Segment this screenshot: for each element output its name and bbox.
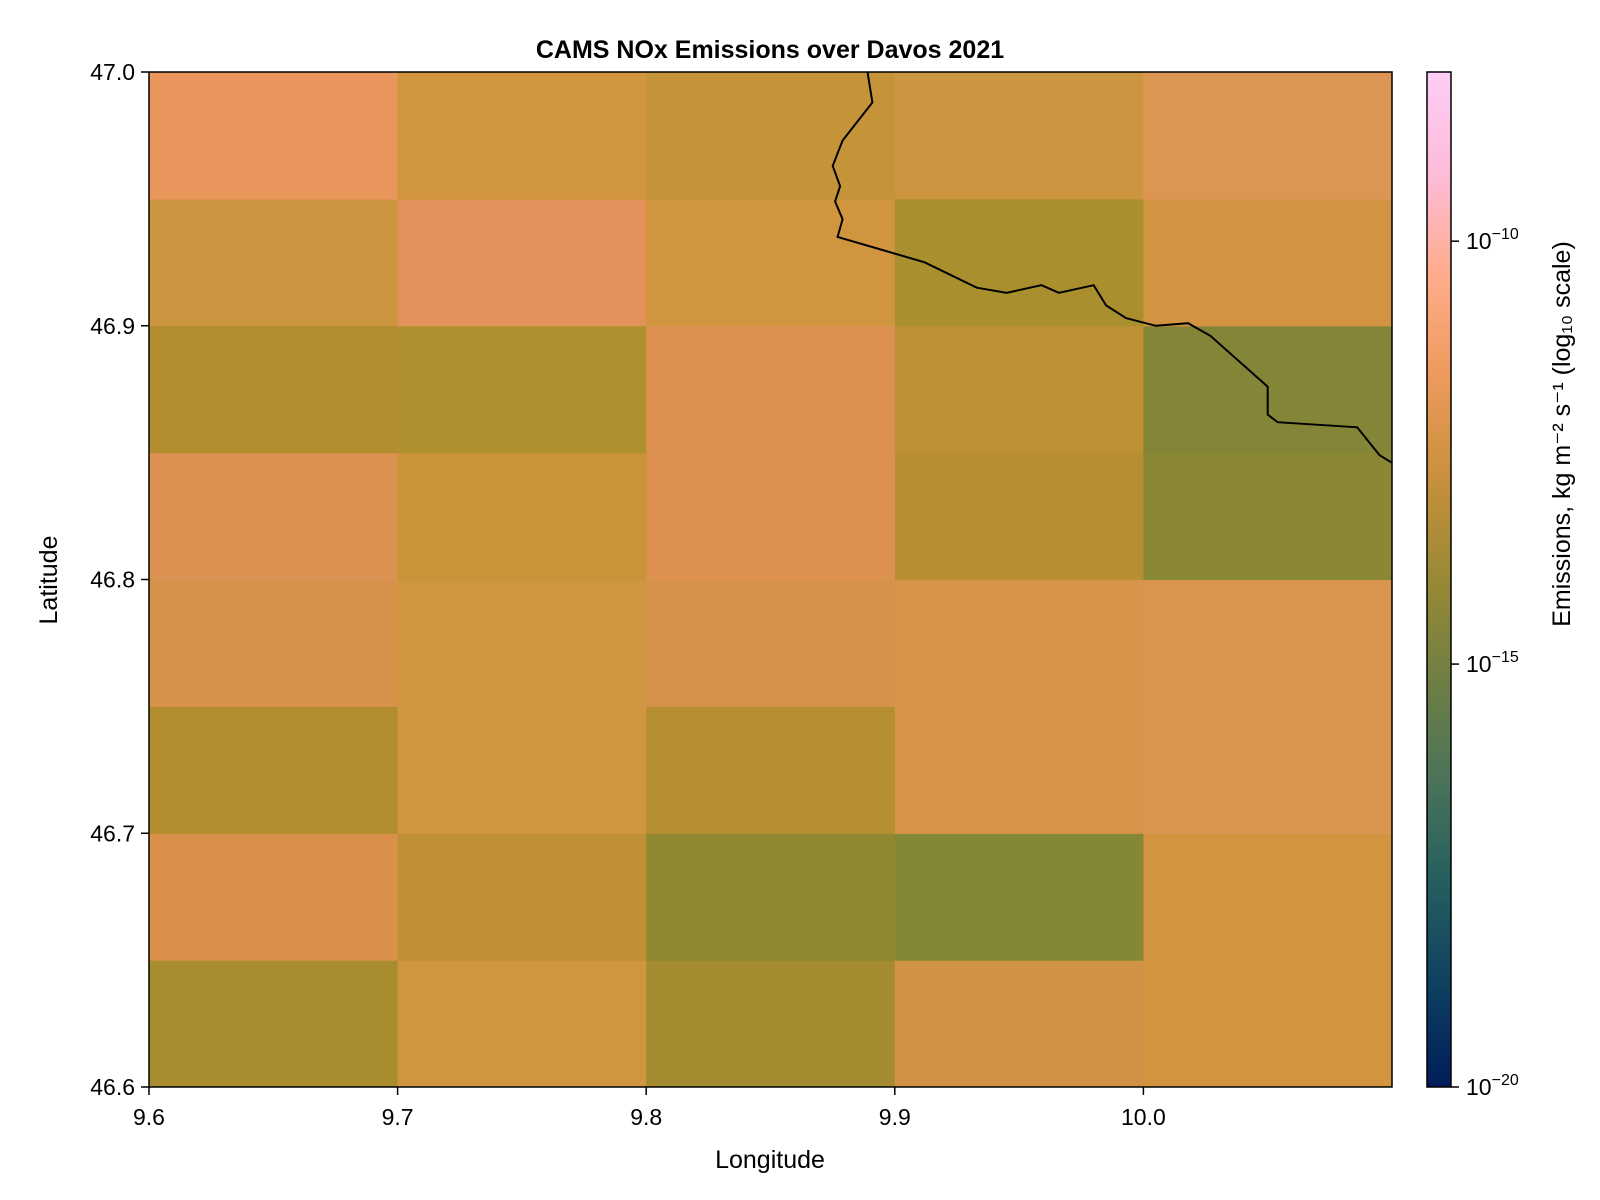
heatmap-cell	[894, 452, 1144, 581]
heatmap-cell	[397, 198, 647, 327]
colorbar-label: Emissions, kg m⁻² s⁻¹ (log₁₀ scale)	[1548, 241, 1576, 627]
colorbar-tick-label: 10−15	[1466, 649, 1519, 677]
heatmap-cell	[149, 452, 399, 581]
heatmap-cell	[149, 325, 399, 454]
y-tick-label: 46.8	[90, 567, 135, 593]
chart-title: CAMS NOx Emissions over Davos 2021	[536, 36, 1004, 64]
heatmap-cell	[1143, 833, 1392, 961]
x-axis-label: Longitude	[715, 1146, 825, 1174]
border-line	[831, 72, 1392, 464]
heatmap-cell	[149, 72, 399, 200]
heatmap-cell	[1143, 72, 1392, 200]
heatmap-cell	[894, 579, 1144, 707]
colorbar	[1426, 71, 1452, 1088]
heatmap-cell	[149, 833, 399, 961]
x-tick-label: 9.6	[133, 1104, 165, 1130]
heatmap-cell	[894, 325, 1144, 454]
heatmap-cell	[646, 706, 896, 834]
heatmap-cell	[397, 706, 647, 834]
heatmap-cell	[646, 72, 896, 200]
heatmap-cell	[646, 579, 896, 707]
heatmap-cell	[397, 325, 647, 454]
heatmap-cell	[397, 579, 647, 707]
heatmap-cell	[1143, 960, 1392, 1087]
heatmap-cells	[149, 72, 1392, 1087]
heatmap-cell	[397, 72, 647, 200]
x-tick-label: 9.7	[382, 1104, 414, 1130]
heatmap-cell	[646, 833, 896, 961]
heatmap-cell	[149, 198, 399, 327]
heatmap-cell	[646, 960, 896, 1087]
heatmap-cell	[1143, 198, 1392, 327]
heatmap-cell	[1143, 706, 1392, 834]
x-tick-label: 10.0	[1121, 1104, 1166, 1130]
heatmap-cell	[149, 579, 399, 707]
y-tick-label: 47.0	[90, 59, 135, 85]
colorbar-axis: 10−20 10−15 10−10	[1451, 226, 1519, 1100]
x-axis: 9.6 9.7 9.8 9.9 10.0	[133, 1087, 1166, 1130]
heatmap-cell	[646, 325, 896, 454]
heatmap-cell	[894, 833, 1144, 961]
heatmap-cell	[1143, 579, 1392, 707]
heatmap-cell	[894, 198, 1144, 327]
heatmap-cell	[149, 706, 399, 834]
heatmap-cell	[397, 833, 647, 961]
heatmap-cell	[397, 452, 647, 581]
heatmap-cell	[894, 960, 1144, 1087]
x-tick-label: 9.9	[879, 1104, 911, 1130]
heatmap-cell	[646, 198, 896, 327]
heatmap-cell	[397, 960, 647, 1087]
heatmap-cell	[894, 706, 1144, 834]
y-tick-label: 46.9	[90, 313, 135, 339]
y-tick-label: 46.6	[90, 1074, 135, 1100]
y-axis: 46.6 46.7 46.8 46.9 47.0	[90, 59, 149, 1100]
heatmap-cell	[1143, 452, 1392, 581]
x-tick-label: 9.8	[630, 1104, 662, 1130]
colorbar-tick-label: 10−20	[1466, 1072, 1519, 1100]
colorbar-tick-label: 10−10	[1466, 226, 1519, 254]
heatmap-cell	[646, 452, 896, 581]
heatmap-cell	[149, 960, 399, 1087]
heatmap-cell	[894, 72, 1144, 200]
y-tick-label: 46.7	[90, 820, 135, 846]
y-axis-label: Latitude	[35, 536, 63, 625]
